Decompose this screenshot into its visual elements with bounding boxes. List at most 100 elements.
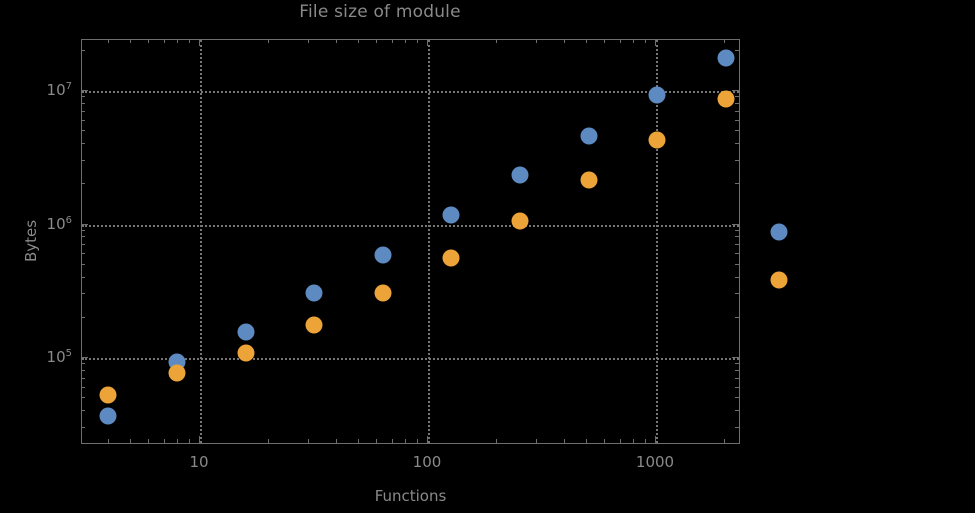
x-axis-minor-tick <box>307 39 309 43</box>
x-axis-minor-tick <box>108 39 110 43</box>
y-axis-minor-tick <box>735 316 739 318</box>
data-point <box>580 127 598 145</box>
y-axis-minor-tick <box>735 276 739 278</box>
y-gridline <box>82 358 739 360</box>
y-axis-minor-tick <box>81 110 85 112</box>
y-axis-minor-tick <box>81 102 85 104</box>
data-point <box>374 284 392 302</box>
data-point <box>442 206 460 224</box>
y-axis-minor-tick <box>735 263 739 265</box>
data-point <box>511 212 529 230</box>
y-axis-minor-tick <box>735 426 739 428</box>
data-point <box>770 271 788 289</box>
y-axis-minor-tick <box>81 426 85 428</box>
x-gridline <box>428 40 430 443</box>
y-axis-minor-tick <box>735 369 739 371</box>
y-axis-minor-tick <box>81 410 85 412</box>
x-axis-minor-tick <box>163 39 165 43</box>
y-axis-tick <box>732 90 739 91</box>
y-axis-minor-tick <box>735 377 739 379</box>
x-axis-title: Functions <box>374 487 447 505</box>
x-axis-minor-tick <box>723 39 725 43</box>
y-axis-minor-tick <box>735 244 739 246</box>
x-axis-minor-tick <box>404 39 406 43</box>
data-point <box>717 90 735 108</box>
x-axis-minor-tick <box>176 39 178 43</box>
data-point <box>374 246 392 264</box>
x-axis-minor-tick <box>307 439 309 443</box>
x-axis-minor-tick <box>586 439 588 443</box>
x-axis-tick <box>655 436 656 443</box>
x-axis-tick <box>427 39 428 46</box>
y-gridline <box>82 224 739 227</box>
y-axis-minor-tick <box>81 183 85 185</box>
data-point <box>99 407 117 425</box>
x-axis-minor-tick <box>644 439 646 443</box>
plot-frame <box>81 39 740 444</box>
x-axis-minor-tick <box>404 439 406 443</box>
x-axis-minor-tick <box>358 39 360 43</box>
data-point <box>442 249 460 267</box>
y-axis-minor-tick <box>81 363 85 365</box>
x-axis-minor-tick <box>148 39 150 43</box>
x-axis-minor-tick <box>632 439 634 443</box>
y-axis-minor-tick <box>735 143 739 145</box>
x-axis-tick <box>199 436 200 443</box>
x-axis-minor-tick <box>564 39 566 43</box>
y-axis-minor-tick <box>735 102 739 104</box>
y-axis-minor-tick <box>81 263 85 265</box>
x-axis-minor-tick <box>267 39 269 43</box>
data-point <box>648 86 666 104</box>
y-axis-minor-tick <box>81 276 85 278</box>
x-axis-minor-tick <box>416 439 418 443</box>
y-axis-minor-tick <box>81 130 85 132</box>
y-axis-minor-tick <box>81 316 85 318</box>
x-axis-minor-tick <box>535 439 537 443</box>
y-axis-minor-tick <box>735 130 739 132</box>
x-axis-minor-tick <box>564 439 566 443</box>
y-gridline <box>82 91 739 93</box>
x-axis-minor-tick <box>604 439 606 443</box>
y-axis-minor-tick <box>81 377 85 379</box>
y-axis-minor-tick <box>735 397 739 399</box>
y-axis-minor-tick <box>735 110 739 112</box>
x-axis-minor-tick <box>108 439 110 443</box>
x-axis-minor-tick <box>644 39 646 43</box>
x-axis-minor-tick <box>391 439 393 443</box>
data-point <box>305 284 323 302</box>
y-axis-tick-label: 105 <box>46 348 72 366</box>
x-axis-minor-tick <box>130 39 132 43</box>
y-axis-minor-tick <box>81 143 85 145</box>
x-axis-minor-tick <box>376 439 378 443</box>
data-point <box>168 364 186 382</box>
x-axis-minor-tick <box>358 439 360 443</box>
x-axis-minor-tick <box>535 39 537 43</box>
plot-area <box>82 40 739 443</box>
y-axis-minor-tick <box>735 293 739 295</box>
x-axis-tick-label: 100 <box>412 453 442 471</box>
x-axis-minor-tick <box>376 39 378 43</box>
y-axis-tick <box>81 223 88 225</box>
y-axis-minor-tick <box>81 244 85 246</box>
data-point <box>717 49 735 67</box>
x-axis-minor-tick <box>267 439 269 443</box>
y-axis-minor-tick <box>81 386 85 388</box>
y-axis-tick <box>732 357 739 358</box>
y-axis-minor-tick <box>735 236 739 238</box>
y-axis-minor-tick <box>735 96 739 98</box>
x-axis-tick <box>199 39 200 46</box>
x-axis-minor-tick <box>391 39 393 43</box>
y-axis-minor-tick <box>81 119 85 121</box>
y-axis-tick <box>81 90 88 91</box>
x-axis-minor-tick <box>416 39 418 43</box>
y-axis-minor-tick <box>81 369 85 371</box>
x-axis-minor-tick <box>163 439 165 443</box>
page-title: File size of module <box>299 2 461 22</box>
y-axis-minor-tick <box>735 253 739 255</box>
y-axis-minor-tick <box>81 293 85 295</box>
x-axis-tick <box>655 39 656 46</box>
y-axis-tick-label: 106 <box>46 214 72 233</box>
y-axis-minor-tick <box>735 386 739 388</box>
x-gridline <box>200 40 202 443</box>
